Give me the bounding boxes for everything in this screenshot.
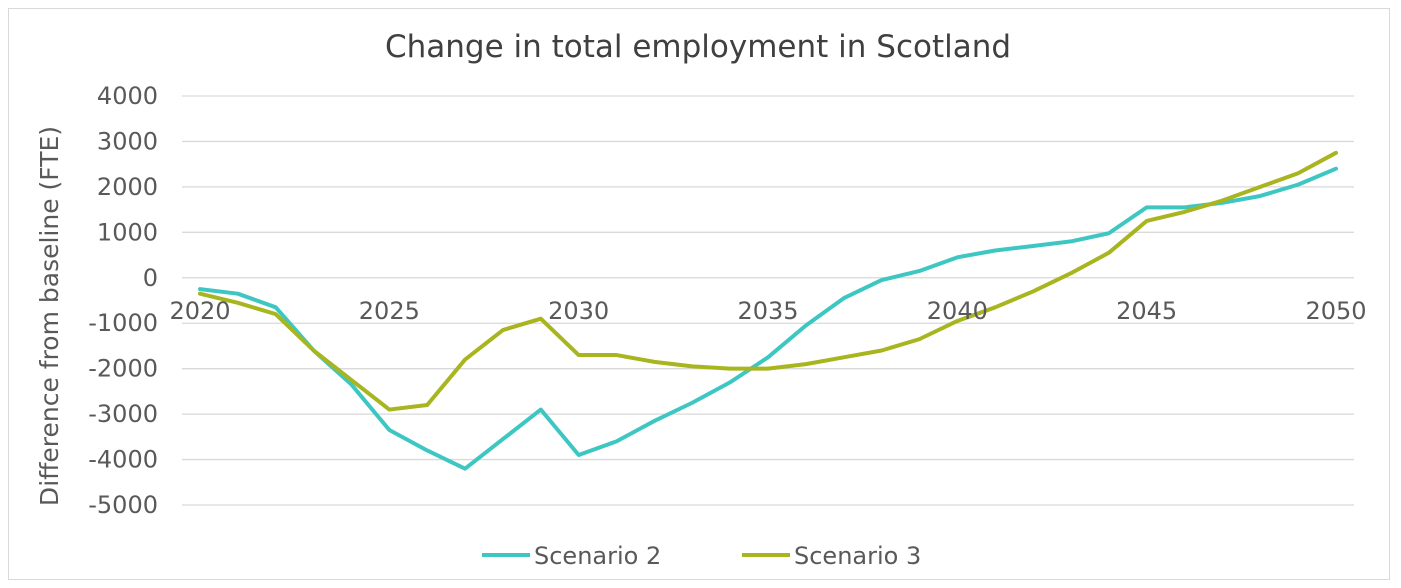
gridlines: [182, 95, 1354, 506]
chart-title: Change in total employment in Scotland: [385, 29, 1011, 65]
y-axis-label: Difference from baseline (FTE): [35, 126, 64, 506]
series-lines: [198, 150, 1338, 471]
x-tick-label: 2040: [927, 297, 988, 325]
y-tick-label: 3000: [97, 127, 158, 155]
legend-label: Scenario 2: [534, 542, 661, 570]
x-tick-label: 2035: [737, 297, 798, 325]
y-tick-label: -3000: [88, 400, 158, 428]
series-line-2: [198, 150, 1338, 412]
y-tick-label: 0: [143, 264, 158, 292]
x-tick-label: 2050: [1305, 297, 1366, 325]
legend: Scenario 2 Scenario 3: [482, 542, 921, 570]
x-tick-labels: 2020 2025 2030 2035 2040 2045 2050: [169, 297, 1366, 325]
y-tick-label: 1000: [97, 218, 158, 246]
x-tick-label: 2030: [548, 297, 609, 325]
y-tick-label: -5000: [88, 491, 158, 519]
y-tick-label: 4000: [97, 82, 158, 110]
x-tick-label: 2045: [1116, 297, 1177, 325]
y-tick-label: -4000: [88, 446, 158, 474]
legend-label: Scenario 3: [794, 542, 921, 570]
series-line-1: [198, 166, 1338, 471]
y-tick-labels: 4000 3000 2000 1000 0 -1000 -2000 -3000 -4000 -50…: [88, 82, 158, 519]
y-tick-label: -1000: [88, 309, 158, 337]
x-tick-label: 2020: [169, 297, 230, 325]
y-tick-label: -2000: [88, 355, 158, 383]
y-tick-label: 2000: [97, 173, 158, 201]
x-tick-label: 2025: [359, 297, 420, 325]
